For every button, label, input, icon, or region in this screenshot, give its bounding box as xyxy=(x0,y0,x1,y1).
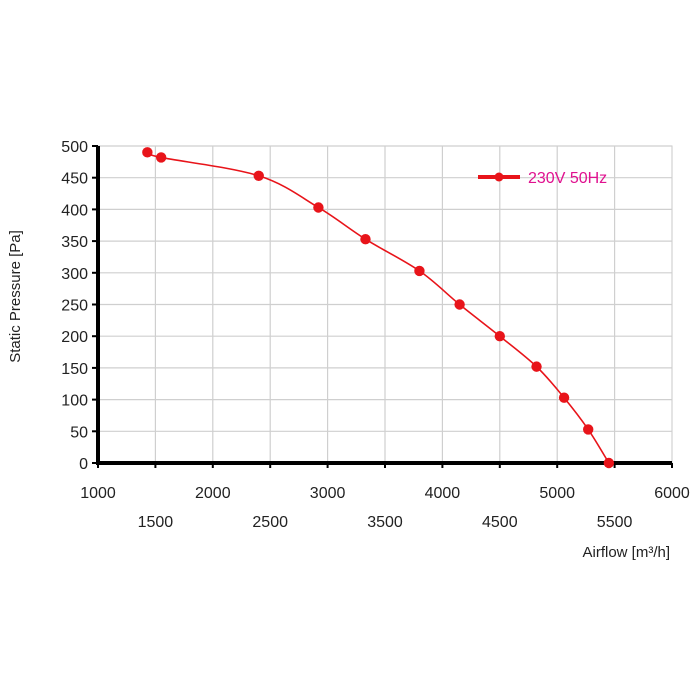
data-point xyxy=(313,202,324,213)
y-tick-label: 300 xyxy=(61,266,88,283)
data-point xyxy=(494,331,505,342)
y-axis-title: Static Pressure [Pa] xyxy=(7,230,24,363)
data-point xyxy=(531,361,542,372)
y-tick-label: 50 xyxy=(70,424,88,441)
legend-label: 230V 50Hz xyxy=(528,170,607,187)
x-tick-label: 5000 xyxy=(539,485,575,502)
data-point xyxy=(582,424,594,435)
y-tick-label: 200 xyxy=(61,329,88,346)
data-point xyxy=(414,265,425,277)
axes xyxy=(92,145,673,468)
x-tick-label: 4000 xyxy=(425,485,461,502)
series-layer xyxy=(142,147,615,469)
y-tick-label: 450 xyxy=(61,171,88,188)
x-tick-label: 6000 xyxy=(654,485,690,502)
legend: 230V 50Hz xyxy=(478,170,607,187)
y-tick-label: 150 xyxy=(61,361,88,378)
x-tick-label: 1500 xyxy=(138,514,174,531)
y-tick-labels: 0 50 100 150 200 250 300 350 400 450 500 xyxy=(61,139,88,473)
data-point xyxy=(155,152,167,163)
y-tick-label: 350 xyxy=(61,234,88,251)
data-point xyxy=(454,299,465,310)
grid xyxy=(97,145,673,464)
data-point xyxy=(360,233,371,245)
x-tick-label: 3000 xyxy=(310,485,346,502)
x-tick-label: 2000 xyxy=(195,485,231,502)
x-tick-label: 5500 xyxy=(597,514,633,531)
data-point xyxy=(603,457,615,469)
x-tick-label: 4500 xyxy=(482,514,518,531)
y-tick-label: 500 xyxy=(61,139,88,156)
x-tick-label: 1000 xyxy=(80,485,116,502)
x-tick-label: 3500 xyxy=(367,514,403,531)
y-tick-label: 250 xyxy=(61,298,88,315)
data-point xyxy=(253,170,264,181)
x-tick-labels: 1000 2000 3000 4000 5000 6000 1500 2500 3500 4500… xyxy=(80,485,690,531)
x-tick-label: 2500 xyxy=(252,514,288,531)
y-tick-label: 0 xyxy=(79,456,88,473)
data-point xyxy=(558,392,570,403)
y-tick-label: 100 xyxy=(61,393,88,410)
x-axis-title: Airflow [m³/h] xyxy=(582,544,670,561)
y-tick-label: 400 xyxy=(61,202,88,219)
legend-swatch-marker xyxy=(494,172,504,182)
data-point xyxy=(142,147,153,158)
